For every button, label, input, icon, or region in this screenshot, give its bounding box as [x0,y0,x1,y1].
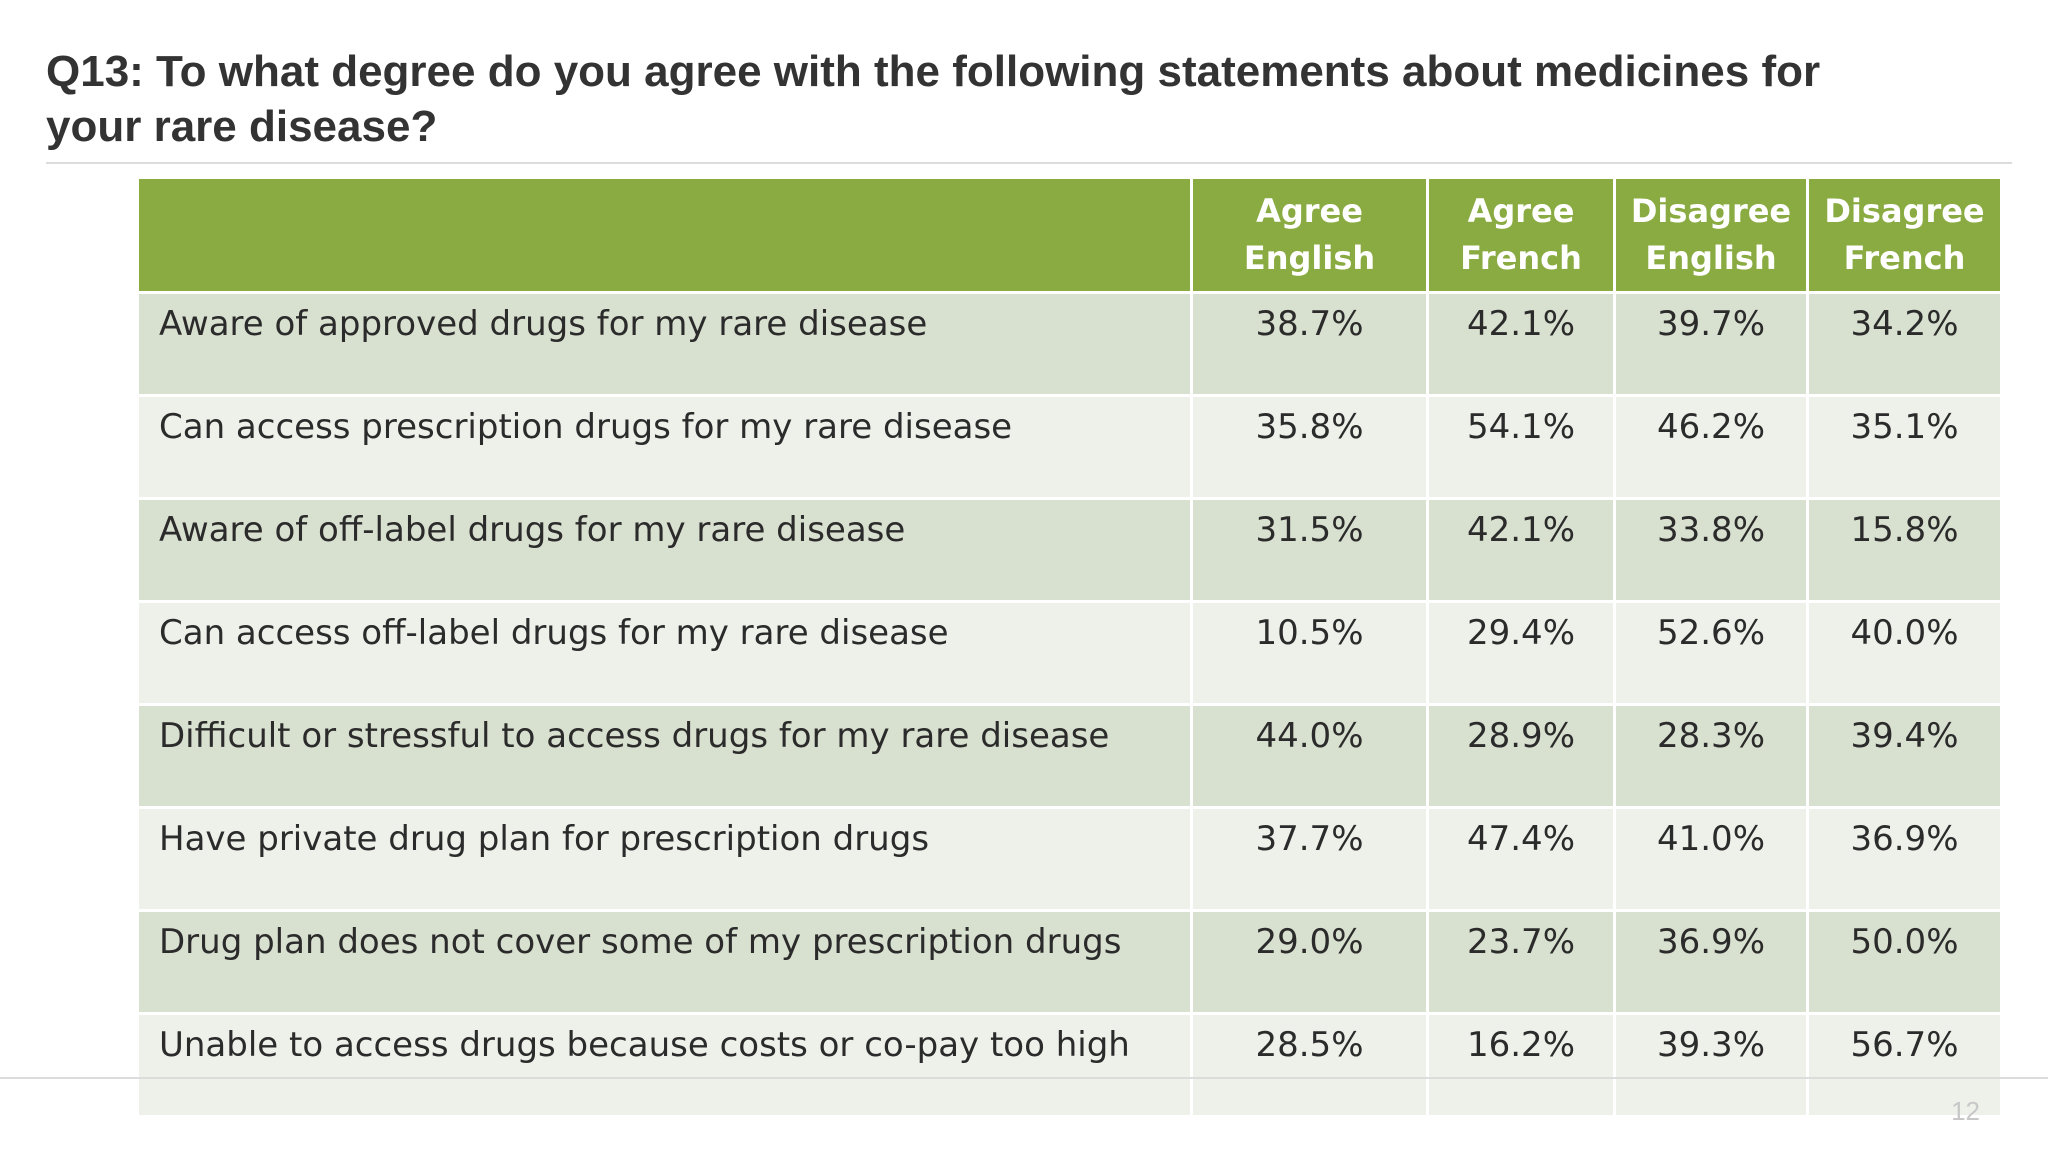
agree-french-cell: 42.1% [1426,497,1616,603]
disagree-french-cell: 35.1% [1806,394,2003,500]
agree-french-cell: 28.9% [1426,703,1616,809]
table-row: Can access prescription drugs for my rar… [136,394,2003,500]
header-disagree-english: Disagree English [1613,176,1809,294]
header-disagree-french: Disagree French [1806,176,2003,294]
agree-english-cell: 35.8% [1190,394,1429,500]
statement-cell: Unable to access drugs because costs or … [136,1012,1193,1118]
title-divider [46,162,2012,164]
agree-french-cell: 29.4% [1426,600,1616,706]
agree-english-cell: 37.7% [1190,806,1429,912]
agree-french-cell: 42.1% [1426,291,1616,397]
disagree-english-cell: 33.8% [1613,497,1809,603]
disagree-english-cell: 39.3% [1613,1012,1809,1118]
slide-title: Q13: To what degree do you agree with th… [46,47,1821,151]
disagree-french-cell: 50.0% [1806,909,2003,1015]
disagree-french-cell: 15.8% [1806,497,2003,603]
table-row: Difficult or stressful to access drugs f… [136,703,2003,809]
disagree-english-cell: 28.3% [1613,703,1809,809]
table-row: Have private drug plan for prescription … [136,806,2003,912]
header-statement [136,176,1193,294]
agree-english-cell: 44.0% [1190,703,1429,809]
survey-results-table: Agree English Agree French Disagree Engl… [136,176,2003,1118]
agree-english-cell: 28.5% [1190,1012,1429,1118]
disagree-french-cell: 40.0% [1806,600,2003,706]
table-header-row: Agree English Agree French Disagree Engl… [136,176,2003,294]
statement-cell: Difficult or stressful to access drugs f… [136,703,1193,809]
agree-french-cell: 16.2% [1426,1012,1616,1118]
statement-cell: Have private drug plan for prescription … [136,806,1193,912]
agree-english-cell: 10.5% [1190,600,1429,706]
statement-cell: Aware of approved drugs for my rare dise… [136,291,1193,397]
disagree-french-cell: 36.9% [1806,806,2003,912]
agree-french-cell: 47.4% [1426,806,1616,912]
statement-cell: Drug plan does not cover some of my pres… [136,909,1193,1015]
agree-english-cell: 29.0% [1190,909,1429,1015]
agree-french-cell: 54.1% [1426,394,1616,500]
header-agree-french: Agree French [1426,176,1616,294]
disagree-english-cell: 39.7% [1613,291,1809,397]
statement-cell: Can access off-label drugs for my rare d… [136,600,1193,706]
disagree-french-cell: 39.4% [1806,703,2003,809]
page-number: 12 [1951,1096,1980,1126]
agree-french-cell: 23.7% [1426,909,1616,1015]
disagree-french-cell: 34.2% [1806,291,2003,397]
header-agree-english: Agree English [1190,176,1429,294]
table-row: Can access off-label drugs for my rare d… [136,600,2003,706]
agree-english-cell: 38.7% [1190,291,1429,397]
table-row: Aware of off-label drugs for my rare dis… [136,497,2003,603]
table-row: Drug plan does not cover some of my pres… [136,909,2003,1015]
agree-english-cell: 31.5% [1190,497,1429,603]
disagree-english-cell: 36.9% [1613,909,1809,1015]
disagree-french-cell: 56.7% [1806,1012,2003,1118]
table-row: Aware of approved drugs for my rare dise… [136,291,2003,397]
statement-cell: Can access prescription drugs for my rar… [136,394,1193,500]
footer-divider [0,1077,2048,1079]
statement-cell: Aware of off-label drugs for my rare dis… [136,497,1193,603]
disagree-english-cell: 41.0% [1613,806,1809,912]
disagree-english-cell: 52.6% [1613,600,1809,706]
disagree-english-cell: 46.2% [1613,394,1809,500]
table-row: Unable to access drugs because costs or … [136,1012,2003,1118]
